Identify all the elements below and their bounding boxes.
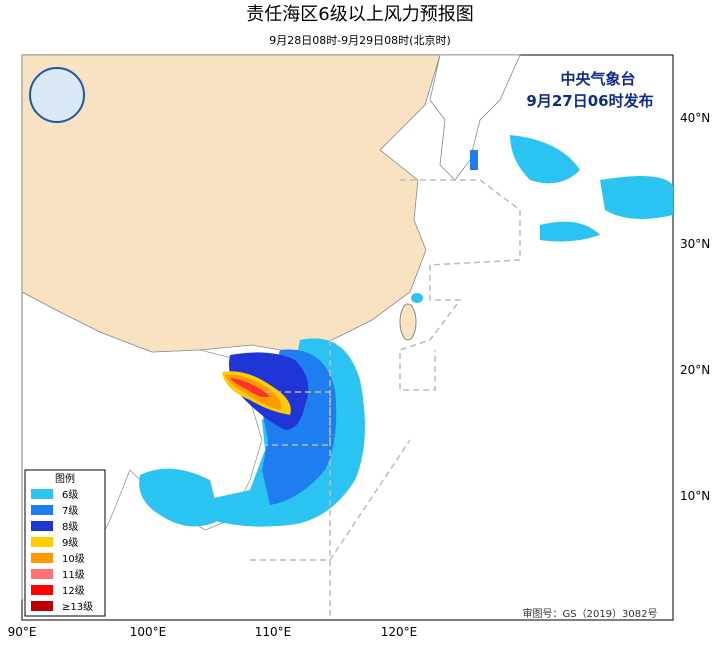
title: 责任海区6级以上风力预报图 [246,4,473,25]
legend-label: 7级 [62,505,78,517]
legend-label: 6级 [62,489,78,501]
land-korea [429,54,521,181]
legend-swatch [31,521,53,531]
legend: 图例 6级 7级 8级 9级 10级 11级 12级 ≥13级 [24,469,106,617]
legend-swatch [31,553,53,563]
legend-label: 10级 [62,553,85,565]
issuer: 中央气象台 9月27日06时发布 [526,70,653,110]
land-taiwan [399,303,417,341]
wind-12 [230,378,270,398]
lon-label: 100°E [130,625,167,639]
legend-label: ≥13级 [62,601,93,613]
legend-swatch [31,505,53,515]
lat-label: 20°N [680,363,710,377]
legend-items: 6级 7级 8级 9级 10级 11级 12级 ≥13级 [31,489,93,613]
sea-areas [250,179,521,620]
issue-time: 9月27日06时发布 [526,92,653,110]
lon-label: 120°E [381,625,418,639]
legend-title: 图例 [55,472,75,485]
axis-labels: 90°E 100°E 110°E 120°E 40°N 30°N 20°N 10… [8,111,711,639]
lon-label: 110°E [255,625,292,639]
legend-label: 9级 [62,537,78,549]
lat-label: 10°N [680,489,710,503]
legend-label: 12级 [62,585,85,597]
map [21,54,674,621]
legend-swatch [31,489,53,499]
approval-number: 审图号：GS（2019）3082号 [523,607,658,620]
legend-label: 11级 [62,569,85,581]
lat-label: 30°N [680,237,710,251]
legend-swatch [31,601,53,611]
legend-swatch [31,569,53,579]
legend-label: 8级 [62,521,78,533]
legend-swatch [31,537,53,547]
lat-label: 40°N [680,111,710,125]
lon-label: 90°E [8,625,37,639]
land-china [21,54,441,353]
legend-swatch [31,585,53,595]
subtitle: 9月28日08时-9月29日08时(北京时) [269,33,451,47]
agency: 中央气象台 [560,70,635,88]
logo [29,67,85,123]
